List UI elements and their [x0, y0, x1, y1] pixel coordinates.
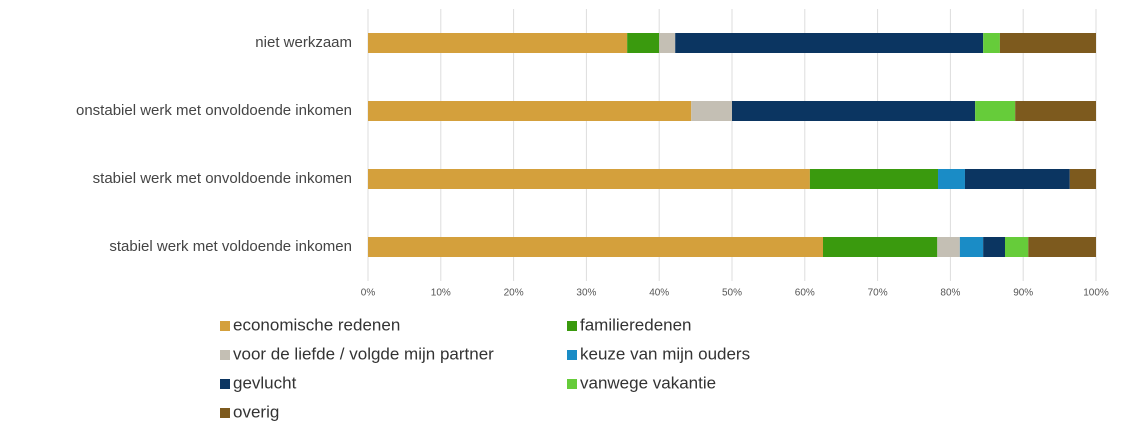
bar-segment — [1005, 237, 1029, 257]
x-tick-label: 100% — [1083, 288, 1109, 299]
legend-swatch — [220, 379, 230, 389]
legend-label: vanwege vakantie — [580, 373, 716, 392]
legend-label: overig — [233, 402, 279, 421]
bar-segment — [975, 101, 1016, 121]
x-tick-label: 50% — [722, 288, 742, 299]
x-tick-label: 30% — [576, 288, 596, 299]
legend-label: keuze van mijn ouders — [580, 344, 750, 363]
legend-swatch — [567, 350, 577, 360]
bar-segment — [627, 33, 660, 53]
bar-segment — [983, 237, 1005, 257]
bar-segment — [823, 237, 938, 257]
legend-swatch — [567, 379, 577, 389]
bar-segment — [938, 169, 965, 189]
x-tick-label: 80% — [940, 288, 960, 299]
bar-segment — [659, 33, 676, 53]
bar-segment — [937, 237, 960, 257]
legend-label: economische redenen — [233, 315, 400, 334]
bar-segment — [983, 33, 1000, 53]
bar-segment — [1015, 101, 1096, 121]
y-tick-label: niet werkzaam — [255, 34, 352, 51]
bar-segment — [368, 237, 823, 257]
bar-segment — [732, 101, 976, 121]
bar-segment — [1069, 169, 1096, 189]
legend-label: voor de liefde / volgde mijn partner — [233, 344, 494, 363]
y-tick-label: stabiel werk met voldoende inkomen — [109, 238, 352, 255]
x-tick-label: 0% — [361, 288, 376, 299]
bar-segment — [368, 169, 810, 189]
x-tick-label: 70% — [868, 288, 888, 299]
bar-segment — [1028, 237, 1096, 257]
legend-swatch — [220, 408, 230, 418]
x-tick-label: 90% — [1013, 288, 1033, 299]
bar-segment — [691, 101, 732, 121]
x-tick-label: 10% — [431, 288, 451, 299]
y-tick-label: stabiel werk met onvoldoende inkomen — [93, 170, 352, 187]
bar-segment — [368, 33, 628, 53]
bar-segment — [368, 101, 692, 121]
legend-label: familieredenen — [580, 315, 692, 334]
bar-segment — [675, 33, 984, 53]
bar-segment — [809, 169, 939, 189]
x-tick-label: 40% — [649, 288, 669, 299]
legend-swatch — [567, 321, 577, 331]
bar-segment — [959, 237, 984, 257]
legend-swatch — [220, 350, 230, 360]
legend-swatch — [220, 321, 230, 331]
y-tick-label: onstabiel werk met onvoldoende inkomen — [76, 102, 352, 119]
bar-segment — [964, 169, 1070, 189]
bar-segment — [999, 33, 1096, 53]
x-tick-label: 20% — [504, 288, 524, 299]
x-tick-label: 60% — [795, 288, 815, 299]
legend-label: gevlucht — [233, 373, 297, 392]
